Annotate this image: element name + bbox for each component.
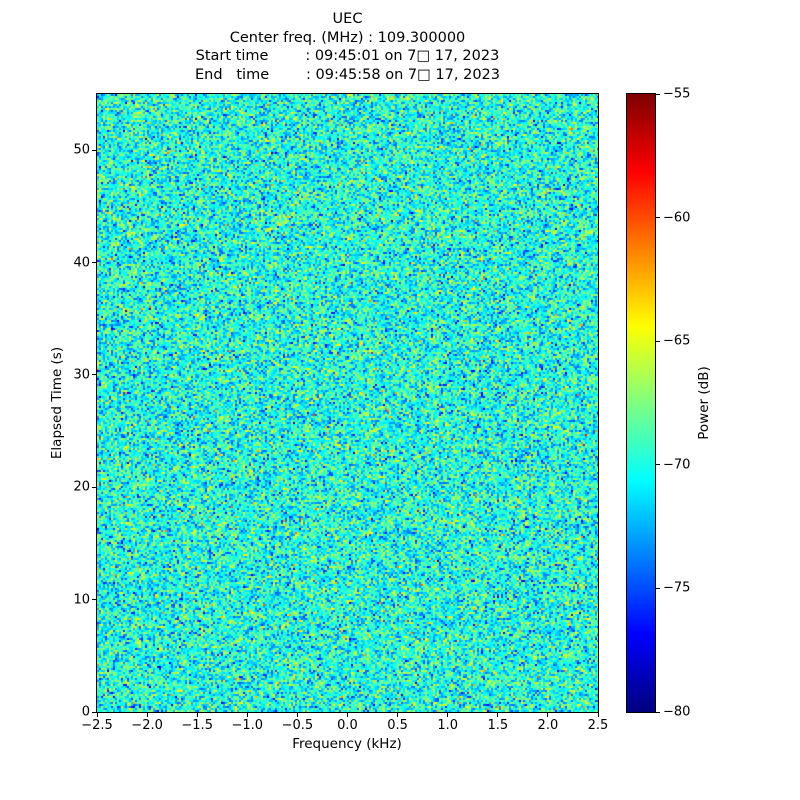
colorbar-border [626,93,656,713]
x-tick-label: −1.0 [231,718,264,733]
x-tick-mark [547,713,549,717]
colorbar-tick-mark [656,711,660,713]
y-tick-label: 20 [73,479,90,495]
x-tick-label: −1.5 [181,718,213,733]
colorbar-tick-label: −60 [663,210,691,226]
chart-header: UEC Center freq. (MHz) : 109.300000 Star… [97,10,598,84]
x-tick-label: 1.0 [437,718,459,733]
y-axis-label: Elapsed Time (s) [49,346,65,460]
x-tick-mark [296,713,298,717]
y-tick-mark [92,374,96,376]
colorbar-tick-mark [656,217,660,219]
spectrogram-heatmap [97,94,598,712]
y-tick-mark [92,711,96,713]
colorbar-tick-mark [656,587,660,589]
end-time-line: End time : 09:45:58 on 7□ 17, 2023 [194,66,501,83]
start-time-line: Start time : 09:45:01 on 7□ 17, 2023 [195,48,500,65]
colorbar-tick-mark [656,464,660,466]
x-tick-mark [397,713,399,717]
x-tick-label: 0.5 [387,718,408,733]
center-freq-line: Center freq. (MHz) : 109.300000 [229,29,466,46]
x-tick-label: −0.5 [281,718,314,733]
y-tick-label: 0 [81,704,90,720]
y-tick-mark [92,599,96,601]
colorbar-label: Power (dB) [696,366,712,440]
chart-title: UEC [332,11,363,27]
y-tick-label: 10 [73,592,90,608]
x-tick-mark [246,713,248,717]
y-tick-mark [92,486,96,488]
y-tick-mark [92,262,96,264]
colorbar-tick-label: −75 [663,580,691,596]
colorbar-tick-mark [656,340,660,342]
colorbar-tick-mark [656,93,660,95]
x-tick-mark [597,713,599,717]
colorbar-tick-label: −70 [663,457,691,473]
x-tick-mark [196,713,198,717]
x-tick-label: −2.0 [131,718,163,733]
y-tick-label: 40 [73,255,90,271]
x-tick-mark [497,713,499,717]
y-tick-mark [92,149,96,151]
x-tick-mark [447,713,449,717]
x-tick-label: 0.0 [337,718,358,733]
x-tick-mark [146,713,148,717]
y-tick-label: 50 [73,142,90,158]
x-tick-label: −2.5 [81,718,113,733]
colorbar-gradient [627,94,655,712]
colorbar-tick-label: −80 [663,704,691,720]
x-tick-mark [347,713,348,717]
plot-border [96,93,599,713]
x-tick-label: 1.5 [487,718,509,733]
x-tick-label: 2.5 [587,718,609,733]
x-tick-label: 2.0 [537,718,559,733]
x-axis-label: Frequency (kHz) [292,736,402,752]
x-tick-mark [96,713,98,717]
y-tick-label: 30 [73,367,90,383]
colorbar-tick-label: −65 [663,333,691,349]
colorbar-tick-label: −55 [663,86,691,102]
